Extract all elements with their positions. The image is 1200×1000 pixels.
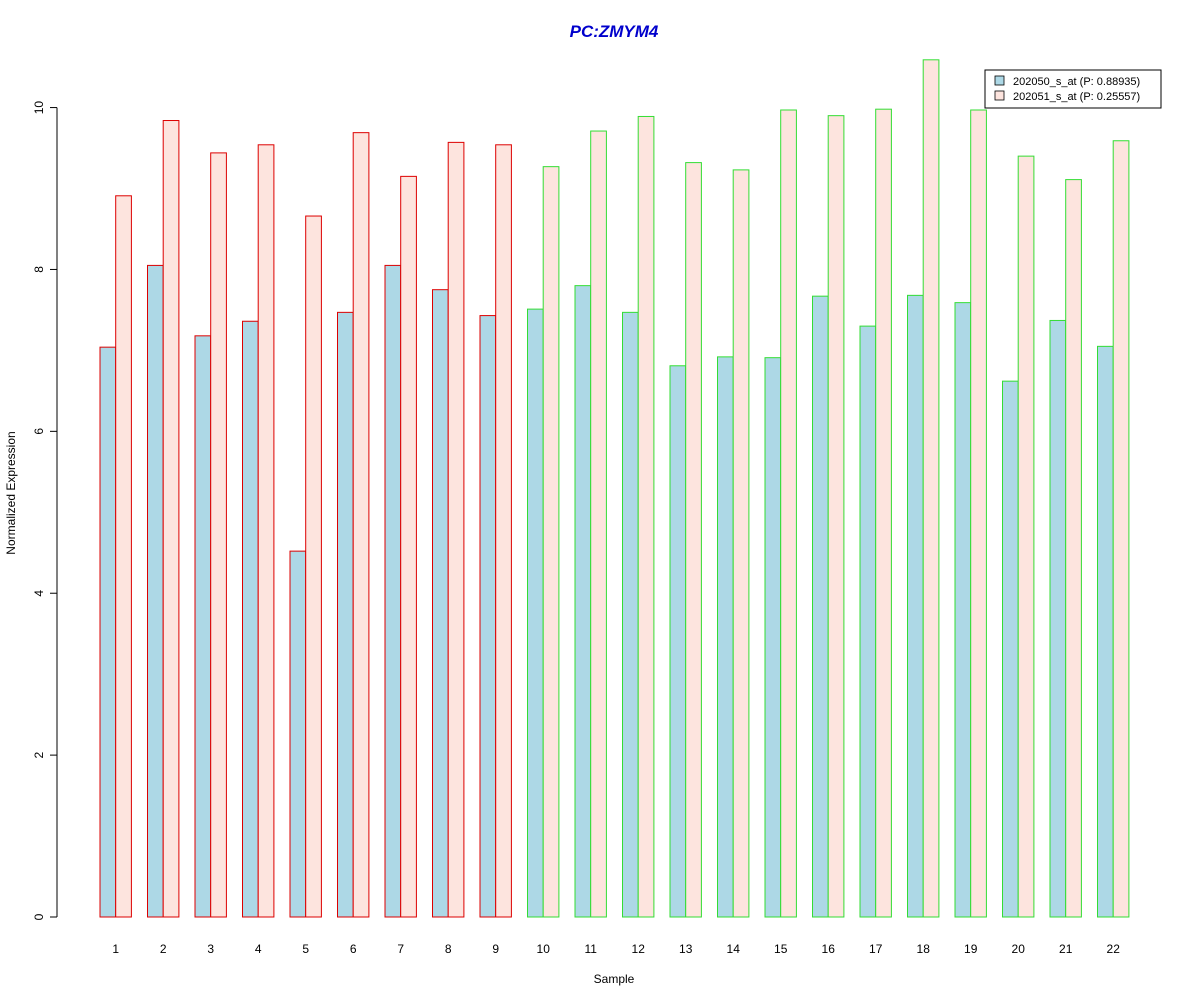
legend-label-series-1: 202050_s_at (P: 0.88935) [1013, 76, 1140, 88]
y-tick-label: 10 [32, 101, 46, 115]
x-axis-label: Sample [594, 972, 635, 986]
bar-sample-18-series-1 [907, 294, 924, 918]
bar-sample-4-series-1 [242, 320, 259, 918]
bar-sample-1-series-1 [99, 346, 117, 918]
x-tick-label: 21 [1059, 942, 1073, 956]
bar-sample-8-series-1 [432, 289, 449, 918]
bar-sample-4-series-2 [257, 144, 275, 918]
x-tick-label: 22 [1107, 942, 1121, 956]
bar-sample-21-series-1 [1049, 319, 1067, 918]
bar-sample-9-series-1 [479, 315, 497, 918]
x-tick-label: 17 [869, 942, 883, 956]
bar-sample-11-series-2 [590, 130, 607, 918]
x-tick-label: 1 [112, 942, 119, 956]
bar-sample-10-series-2 [542, 166, 560, 918]
bar-sample-16-series-1 [812, 295, 829, 918]
x-tick-label: 4 [255, 942, 262, 956]
x-tick-label: 18 [917, 942, 931, 956]
chart-title: PC:ZMYM4 [570, 22, 659, 41]
bar-sample-14-series-1 [717, 356, 734, 918]
bar-sample-20-series-1 [1002, 380, 1019, 918]
bar-sample-8-series-2 [447, 141, 465, 918]
bar-sample-10-series-1 [527, 308, 544, 918]
bar-sample-5-series-2 [305, 215, 322, 918]
bar-sample-22-series-2 [1112, 140, 1130, 918]
legend: 202050_s_at (P: 0.88935) 202051_s_at (P:… [984, 69, 1162, 109]
bar-sample-3-series-2 [210, 152, 227, 918]
x-tick-label: 16 [822, 942, 836, 956]
x-tick-label: 11 [584, 942, 597, 956]
y-tick-label: 2 [32, 751, 46, 758]
bar-sample-21-series-2 [1065, 179, 1082, 918]
bar-sample-15-series-2 [780, 109, 797, 918]
x-tick-label: 10 [537, 942, 551, 956]
bar-sample-9-series-2 [495, 144, 512, 918]
y-tick-label: 6 [32, 428, 46, 435]
bar-sample-20-series-2 [1017, 155, 1035, 918]
bar-sample-2-series-2 [162, 120, 180, 918]
x-tick-label: 2 [160, 942, 167, 956]
x-tick-label: 19 [964, 942, 978, 956]
bar-sample-6-series-2 [352, 132, 370, 918]
y-tick-label: 4 [32, 590, 46, 597]
bar-sample-19-series-2 [970, 109, 987, 918]
y-axis: 0 2 4 6 8 10 [32, 101, 58, 920]
bar-sample-19-series-1 [954, 302, 972, 918]
bar-sample-12-series-1 [622, 311, 639, 918]
bar-sample-12-series-2 [637, 115, 655, 918]
bar-sample-3-series-1 [194, 335, 212, 918]
x-tick-label: 15 [774, 942, 788, 956]
x-tick-label: 8 [445, 942, 452, 956]
bar-sample-13-series-2 [685, 162, 702, 918]
x-tick-label: 6 [350, 942, 357, 956]
bar-sample-13-series-1 [669, 365, 687, 918]
bar-sample-2-series-1 [147, 264, 164, 918]
x-tick-label: 20 [1012, 942, 1026, 956]
bar-sample-18-series-2 [922, 59, 940, 918]
bars-layer [99, 59, 1130, 918]
y-axis-label: Normalized Expression [4, 431, 18, 554]
legend-box [984, 69, 1162, 109]
bar-sample-11-series-1 [574, 285, 592, 918]
bar-sample-17-series-1 [859, 325, 877, 918]
bar-sample-14-series-2 [732, 169, 750, 918]
bar-sample-15-series-1 [764, 357, 782, 918]
x-tick-label: 14 [727, 942, 741, 956]
legend-swatch-series-2 [994, 90, 1005, 101]
bar-sample-5-series-1 [289, 550, 307, 918]
bar-sample-22-series-1 [1097, 345, 1114, 918]
x-tick-label: 9 [492, 942, 499, 956]
bar-sample-16-series-2 [827, 115, 845, 918]
legend-swatch-series-1 [994, 75, 1005, 86]
legend-label-series-2: 202051_s_at (P: 0.25557) [1013, 91, 1140, 103]
x-tick-label: 5 [302, 942, 309, 956]
y-tick-label: 0 [32, 913, 46, 920]
bar-sample-6-series-1 [337, 311, 354, 918]
bar-sample-7-series-1 [384, 264, 402, 918]
y-tick-label: 8 [32, 266, 46, 273]
x-tick-label: 3 [207, 942, 214, 956]
bar-sample-1-series-2 [115, 195, 132, 918]
x-tick-label: 13 [679, 942, 693, 956]
x-tick-labels: 1 2 3 4 5 6 7 8 9 10 11 12 13 14 15 16 17 18 19 20 21 22 [112, 942, 1120, 956]
bar-sample-17-series-2 [875, 108, 892, 918]
bar-sample-7-series-2 [400, 175, 417, 918]
x-tick-label: 7 [397, 942, 404, 956]
x-tick-label: 12 [632, 942, 646, 956]
